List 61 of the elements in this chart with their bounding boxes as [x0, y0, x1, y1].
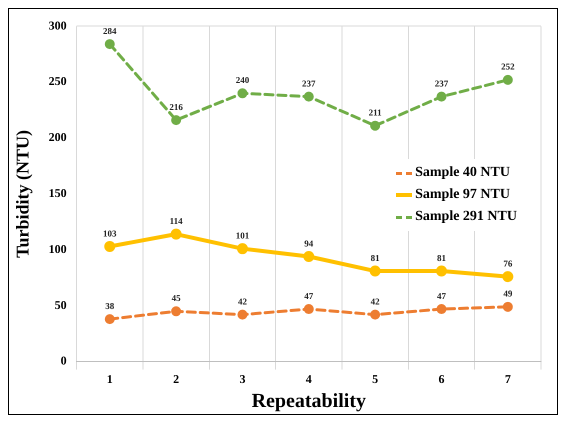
data-label: 47 [436, 290, 446, 301]
y-tick-label: 150 [48, 186, 67, 200]
y-tick-label: 0 [60, 354, 67, 368]
point [502, 74, 513, 85]
x-tick-label: 5 [372, 372, 378, 386]
point [171, 115, 182, 126]
data-label: 42 [370, 296, 380, 306]
x-tick-label: 4 [306, 372, 312, 386]
data-label: 81 [370, 252, 380, 263]
data-label: 49 [503, 288, 513, 299]
point [502, 271, 514, 282]
x-tick-label: 6 [438, 372, 444, 386]
data-label: 38 [105, 300, 115, 311]
data-label: 284 [103, 26, 118, 36]
y-tick-label: 200 [48, 130, 67, 144]
point [370, 266, 381, 277]
y-axis-title: Turbidity (NTU) [12, 130, 32, 258]
data-label: 240 [236, 75, 250, 86]
data-label: 94 [304, 238, 314, 248]
x-tick-label: 7 [504, 372, 511, 386]
data-label: 103 [103, 228, 118, 238]
data-label: 101 [236, 230, 250, 241]
x-tick-label: 3 [239, 372, 246, 386]
y-tick-label: 300 [48, 18, 67, 32]
point [104, 240, 116, 252]
data-label: 237 [434, 78, 449, 88]
point [370, 310, 380, 320]
data-label: 237 [302, 78, 316, 88]
point [171, 306, 182, 316]
y-tick-label: 50 [54, 298, 67, 312]
point [502, 302, 513, 312]
legend-label: Sample 40 NTU [415, 165, 510, 181]
point [370, 120, 380, 131]
point [104, 39, 115, 50]
data-label: 114 [170, 216, 184, 226]
x-tick-label: 2 [173, 372, 180, 386]
x-tick-label: 1 [106, 372, 113, 386]
point [104, 314, 115, 324]
data-label: 42 [238, 296, 248, 306]
point [303, 251, 314, 262]
data-label: 81 [436, 252, 446, 263]
point [304, 92, 314, 102]
point [436, 304, 446, 314]
point [236, 243, 248, 254]
data-label: 45 [172, 293, 182, 304]
point [436, 266, 447, 277]
data-label: 76 [503, 258, 513, 268]
data-label: 211 [368, 108, 382, 118]
x-axis-title: Repeatability [252, 390, 366, 412]
point [436, 92, 446, 102]
legend-label: Sample 97 NTU [415, 187, 510, 203]
point [237, 310, 248, 320]
point [237, 88, 248, 98]
data-label: 252 [501, 62, 516, 72]
legend-label: Sample 291 NTU [415, 209, 517, 225]
y-tick-label: 100 [48, 242, 67, 256]
data-label: 47 [304, 290, 314, 301]
point [170, 228, 182, 240]
data-label: 216 [169, 102, 184, 112]
point [304, 304, 314, 314]
y-tick-label: 250 [48, 74, 67, 88]
